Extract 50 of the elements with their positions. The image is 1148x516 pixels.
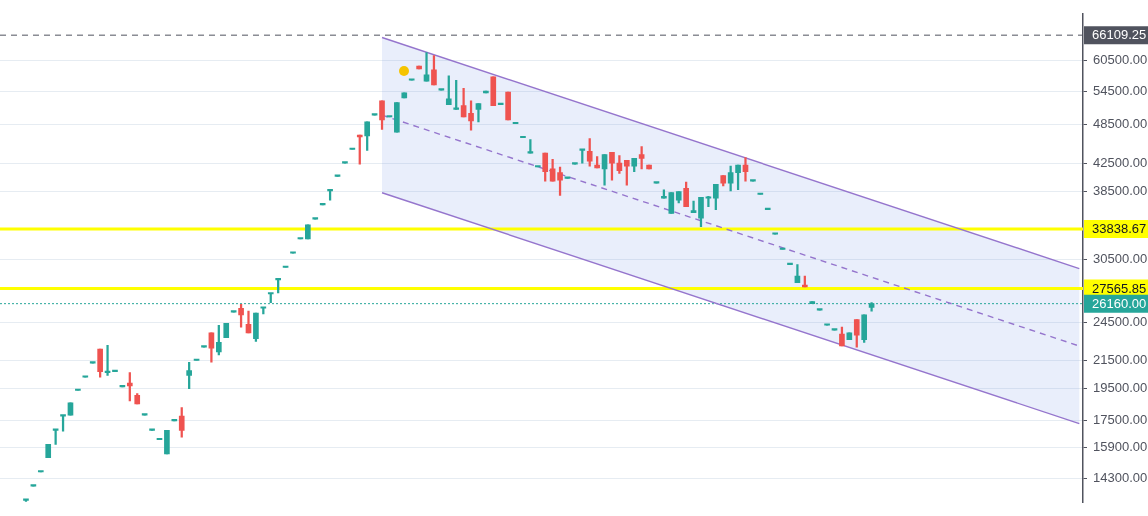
candlestick	[282, 265, 289, 268]
candlestick	[342, 161, 348, 164]
ref-line-label: 26160.00	[1092, 295, 1147, 311]
ref-line-label: 33838.67	[1092, 221, 1147, 237]
candlestick	[349, 147, 356, 150]
candlestick	[149, 428, 155, 431]
candlestick	[141, 413, 148, 416]
candlestick	[438, 88, 445, 91]
candlestick	[408, 78, 415, 81]
y-tick-label: 60500.00	[1093, 52, 1148, 68]
candlestick	[67, 402, 74, 416]
candlestick	[112, 369, 118, 372]
candlestick	[119, 385, 126, 388]
y-tick-label: 17500.00	[1093, 411, 1148, 427]
candlestick	[779, 247, 786, 250]
candlestick	[497, 102, 504, 105]
y-tick-label: 14300.00	[1093, 470, 1148, 486]
candlestick	[750, 179, 756, 182]
y-tick-label: 24500.00	[1093, 314, 1148, 330]
candlestick	[757, 192, 764, 195]
y-tick-label: 30500.00	[1093, 250, 1148, 266]
y-tick-label: 48500.00	[1093, 116, 1148, 132]
candlestick	[564, 176, 571, 179]
candlestick	[512, 121, 519, 125]
candlestick	[45, 444, 52, 459]
candlestick	[490, 76, 497, 106]
candlestick	[824, 323, 830, 326]
candlestick	[334, 174, 341, 177]
ref-line-label: 66109.25	[1092, 27, 1147, 43]
candlestick	[30, 484, 37, 487]
y-tick-label: 21500.00	[1093, 352, 1148, 368]
y-tick-label: 38500.00	[1093, 183, 1148, 199]
candlestick	[193, 358, 200, 361]
y-tick-label: 19500.00	[1093, 380, 1148, 396]
candlestick	[82, 375, 89, 378]
candlestick	[290, 251, 296, 254]
y-tick-label: 42500.00	[1093, 154, 1148, 170]
candlestick	[371, 113, 378, 116]
candlestick	[787, 262, 793, 265]
candlestick	[89, 361, 96, 364]
candlestick	[201, 345, 207, 348]
y-tick-label: 15900.00	[1093, 439, 1148, 455]
ref-line-label: 27565.85	[1092, 280, 1147, 296]
candlestick	[156, 437, 163, 441]
candlestick	[75, 388, 81, 391]
candlestick	[319, 202, 326, 206]
candlestick	[520, 135, 526, 139]
candlestick	[764, 207, 771, 210]
candlestick	[772, 232, 778, 235]
y-tick-label: 54500.00	[1093, 82, 1148, 98]
